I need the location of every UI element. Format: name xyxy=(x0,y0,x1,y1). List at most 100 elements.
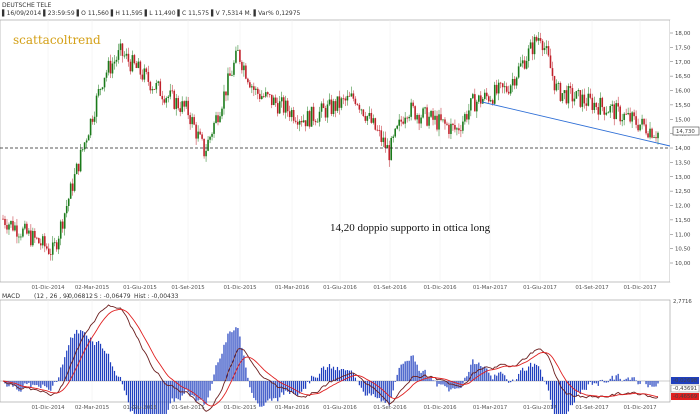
candle-body xyxy=(193,117,195,125)
histogram-bar xyxy=(171,381,173,399)
candle-body xyxy=(601,97,604,108)
histogram-bar xyxy=(42,381,44,385)
candle-body xyxy=(101,87,104,90)
histogram-bar xyxy=(117,376,120,381)
last-price-label: 14,730 xyxy=(676,129,695,135)
histogram-bar xyxy=(231,332,233,381)
histogram-bar xyxy=(257,381,259,404)
histogram-bar xyxy=(623,379,625,381)
histogram-bar xyxy=(40,381,42,389)
date-tick-label: 01-Dic-2014 xyxy=(31,285,65,291)
histogram-bar xyxy=(360,381,362,388)
candle-body xyxy=(294,120,297,122)
candle-body xyxy=(575,91,578,99)
histogram-bar xyxy=(320,367,323,381)
histogram-bar xyxy=(312,376,315,381)
candle-body xyxy=(541,40,544,51)
candle-body xyxy=(34,230,36,238)
histogram-bar xyxy=(368,381,370,394)
histogram-bar xyxy=(539,369,542,381)
histogram-bar xyxy=(526,370,528,381)
candle-body xyxy=(274,97,277,104)
candle-body xyxy=(525,60,528,69)
date-tick-label: 02-Mar-2015 xyxy=(75,285,109,291)
candle-body xyxy=(545,46,548,49)
price-tick-label: 11,50 xyxy=(675,218,691,224)
candle-body xyxy=(543,48,546,51)
histogram-bar xyxy=(502,373,504,381)
candle-body xyxy=(300,121,303,123)
candle-body xyxy=(155,82,158,90)
candle-body xyxy=(631,112,633,122)
candle-body xyxy=(513,78,516,86)
candle-body xyxy=(563,90,566,94)
histogram-bar xyxy=(615,375,617,381)
candle-body xyxy=(253,86,255,90)
candle-body xyxy=(581,94,584,107)
histogram-bar xyxy=(464,377,466,381)
histogram-bar xyxy=(24,381,26,384)
histogram-bar xyxy=(308,381,311,384)
histogram-bar xyxy=(490,375,492,381)
macd-blue-marker xyxy=(671,377,699,384)
candle-body xyxy=(392,136,395,138)
candle-body xyxy=(268,94,271,96)
candle-body xyxy=(370,112,373,123)
candle-body xyxy=(595,102,598,108)
histogram-bar xyxy=(492,379,494,381)
histogram-bar xyxy=(549,381,552,400)
histogram-bar xyxy=(408,360,410,381)
candle-body xyxy=(251,86,253,88)
candle-body xyxy=(189,115,191,125)
candle-body xyxy=(310,106,313,127)
candle-body xyxy=(396,125,398,129)
histogram-bar xyxy=(141,381,143,414)
histogram-bar xyxy=(591,381,593,385)
candle-body xyxy=(627,113,629,115)
candle-body xyxy=(185,100,187,107)
candle-body xyxy=(655,137,657,139)
histogram-bar xyxy=(448,381,450,392)
histogram-bar xyxy=(392,381,394,391)
candle-body xyxy=(97,89,100,96)
candle-body xyxy=(259,93,261,100)
candle-body xyxy=(55,242,58,250)
price-tick-label: 15,50 xyxy=(675,103,691,109)
candle-body xyxy=(517,66,520,78)
candle-body xyxy=(320,103,323,112)
candle-body xyxy=(456,128,458,130)
histogram-bar xyxy=(350,370,353,381)
histogram-bar xyxy=(139,381,141,414)
candle-body xyxy=(284,100,287,113)
candle-body xyxy=(440,114,442,121)
candle-body xyxy=(487,96,490,102)
histogram-bar xyxy=(555,381,558,414)
price-panel[interactable] xyxy=(0,19,671,283)
histogram-bar xyxy=(93,345,96,381)
histogram-bar xyxy=(537,366,540,381)
histogram-bar xyxy=(601,379,603,381)
candle-body xyxy=(623,113,625,120)
histogram-bar xyxy=(227,333,229,381)
candle-body xyxy=(338,96,341,108)
histogram-bar xyxy=(342,368,345,381)
histogram-bar xyxy=(279,381,281,398)
macd-blue-label: -0,02698 xyxy=(673,378,698,384)
candle-body xyxy=(470,98,472,111)
histogram-bar xyxy=(99,343,102,381)
candle-body xyxy=(12,220,14,231)
candle-body xyxy=(133,55,136,64)
candle-body xyxy=(444,119,446,124)
candle-body xyxy=(651,128,653,138)
histogram-bar xyxy=(653,381,655,387)
histogram-bar xyxy=(518,373,520,381)
candle-body xyxy=(597,107,600,115)
histogram-bar xyxy=(414,361,416,381)
candle-body xyxy=(442,119,444,121)
histogram-bar xyxy=(617,373,619,381)
histogram-bar xyxy=(34,381,36,386)
histogram-bar xyxy=(155,381,157,414)
candle-body xyxy=(603,107,606,115)
macd-label: MACD xyxy=(2,293,20,300)
